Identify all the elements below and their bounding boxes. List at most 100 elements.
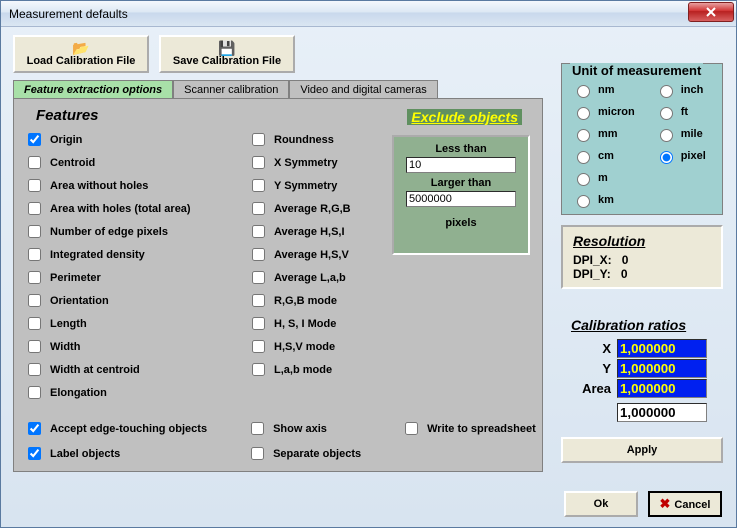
less-than-input[interactable] <box>406 157 516 173</box>
feature-checkbox[interactable] <box>252 294 265 307</box>
opt-accept-edge-checkbox[interactable] <box>28 422 41 435</box>
feature-checkbox[interactable] <box>252 225 265 238</box>
opt-accept-edge[interactable]: Accept edge-touching objects <box>24 419 207 438</box>
tab-feature-extraction[interactable]: Feature extraction options <box>13 80 173 99</box>
load-calibration-button[interactable]: 📂 Load Calibration File <box>13 35 149 73</box>
unit-option[interactable]: micron <box>572 104 635 120</box>
unit-option[interactable]: inch <box>655 82 706 98</box>
apply-button[interactable]: Apply <box>561 437 723 463</box>
feature-item[interactable]: Length <box>24 314 224 333</box>
unit-radio[interactable] <box>660 151 673 164</box>
unit-option[interactable]: m <box>572 170 635 186</box>
feature-item[interactable]: R,G,B mode <box>248 291 351 310</box>
unit-radio[interactable] <box>577 173 590 186</box>
feature-item[interactable]: Origin <box>24 130 224 149</box>
feature-checkbox[interactable] <box>252 340 265 353</box>
unit-option[interactable]: nm <box>572 82 635 98</box>
feature-checkbox[interactable] <box>252 156 265 169</box>
tab-scanner-calibration[interactable]: Scanner calibration <box>173 80 289 99</box>
feature-label: Origin <box>50 134 82 146</box>
feature-checkbox[interactable] <box>28 179 41 192</box>
cancel-button[interactable]: ✖Cancel <box>648 491 722 517</box>
unit-radio[interactable] <box>660 129 673 142</box>
unit-option[interactable]: ft <box>655 104 706 120</box>
opt-label-objects-checkbox[interactable] <box>28 447 41 460</box>
larger-than-label: Larger than <box>400 177 522 189</box>
ok-button[interactable]: Ok <box>564 491 638 517</box>
feature-item[interactable]: Integrated density <box>24 245 224 264</box>
feature-item[interactable]: Area without holes <box>24 176 224 195</box>
feature-checkbox[interactable] <box>28 271 41 284</box>
feature-item[interactable]: Number of edge pixels <box>24 222 224 241</box>
feature-item[interactable]: Orientation <box>24 291 224 310</box>
feature-item[interactable]: Perimeter <box>24 268 224 287</box>
feature-item[interactable]: Width at centroid <box>24 360 224 379</box>
unit-radio[interactable] <box>577 195 590 208</box>
feature-checkbox[interactable] <box>252 133 265 146</box>
unit-option[interactable]: km <box>572 192 635 208</box>
feature-label: Length <box>50 318 87 330</box>
feature-checkbox[interactable] <box>28 317 41 330</box>
unit-option[interactable]: mile <box>655 126 706 142</box>
save-calibration-button[interactable]: 💾 Save Calibration File <box>159 35 295 73</box>
opt-show-axis[interactable]: Show axis <box>247 419 361 438</box>
feature-checkbox[interactable] <box>28 156 41 169</box>
feature-checkbox[interactable] <box>252 202 265 215</box>
unit-option[interactable]: mm <box>572 126 635 142</box>
unit-radio[interactable] <box>577 85 590 98</box>
unit-radio[interactable] <box>660 107 673 120</box>
cal-x-input[interactable] <box>617 339 707 358</box>
calibration-heading: Calibration ratios <box>571 317 686 333</box>
cal-extra-input[interactable] <box>617 403 707 422</box>
unit-radio[interactable] <box>577 107 590 120</box>
unit-option[interactable]: cm <box>572 148 635 164</box>
opt-label-objects[interactable]: Label objects <box>24 444 207 463</box>
feature-checkbox[interactable] <box>252 179 265 192</box>
feature-checkbox[interactable] <box>252 248 265 261</box>
feature-checkbox[interactable] <box>252 271 265 284</box>
feature-item[interactable]: Width <box>24 337 224 356</box>
tab-video-cameras[interactable]: Video and digital cameras <box>289 80 437 99</box>
cal-y-input[interactable] <box>617 359 707 378</box>
feature-item[interactable]: H, S, I Mode <box>248 314 351 333</box>
feature-checkbox[interactable] <box>28 294 41 307</box>
feature-item[interactable]: H,S,V mode <box>248 337 351 356</box>
unit-col-1: nm micron mm cm m km <box>572 82 635 208</box>
feature-item[interactable]: Average H,S,V <box>248 245 351 264</box>
feature-checkbox[interactable] <box>28 225 41 238</box>
opt-separate-checkbox[interactable] <box>251 447 264 460</box>
unit-radio[interactable] <box>577 151 590 164</box>
feature-checkbox[interactable] <box>28 363 41 376</box>
feature-item[interactable]: Average H,S,I <box>248 222 351 241</box>
feature-item[interactable]: Area with holes (total area) <box>24 199 224 218</box>
feature-item[interactable]: Y Symmetry <box>248 176 351 195</box>
feature-checkbox[interactable] <box>252 363 265 376</box>
opt-show-axis-checkbox[interactable] <box>251 422 264 435</box>
close-button[interactable] <box>688 2 734 22</box>
feature-checkbox[interactable] <box>28 386 41 399</box>
feature-item[interactable]: Roundness <box>248 130 351 149</box>
feature-checkbox[interactable] <box>28 133 41 146</box>
unit-radio[interactable] <box>577 129 590 142</box>
cal-area-input[interactable] <box>617 379 707 398</box>
feature-item[interactable]: Centroid <box>24 153 224 172</box>
feature-checkbox[interactable] <box>28 340 41 353</box>
unit-label: mile <box>681 128 703 140</box>
exclude-objects-link[interactable]: Exclude objects <box>407 109 522 125</box>
unit-radio[interactable] <box>660 85 673 98</box>
feature-item[interactable]: X Symmetry <box>248 153 351 172</box>
opt-separate[interactable]: Separate objects <box>247 444 361 463</box>
feature-item[interactable]: L,a,b mode <box>248 360 351 379</box>
feature-item[interactable]: Average R,G,B <box>248 199 351 218</box>
dpi-x-label: DPI_X: <box>573 253 612 267</box>
feature-item[interactable]: Elongation <box>24 383 224 402</box>
unit-groupbox: Unit of measurement nmmicronmmcmmkm inch… <box>561 63 723 215</box>
larger-than-input[interactable] <box>406 191 516 207</box>
feature-checkbox[interactable] <box>252 317 265 330</box>
feature-checkbox[interactable] <box>28 248 41 261</box>
opt-spreadsheet-checkbox[interactable] <box>405 422 418 435</box>
feature-checkbox[interactable] <box>28 202 41 215</box>
unit-option[interactable]: pixel <box>655 148 706 164</box>
opt-spreadsheet[interactable]: Write to spreadsheet <box>401 419 536 438</box>
feature-item[interactable]: Average L,a,b <box>248 268 351 287</box>
